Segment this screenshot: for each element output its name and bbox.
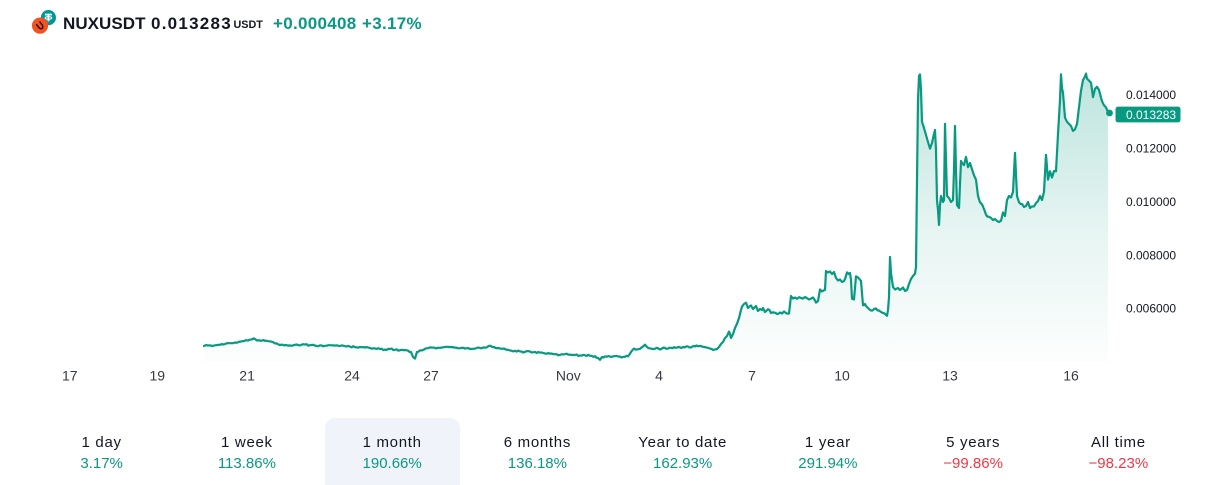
svg-text:7: 7 — [748, 368, 756, 384]
svg-text:0.006000: 0.006000 — [1126, 302, 1176, 316]
svg-text:0.014000: 0.014000 — [1126, 88, 1176, 102]
svg-text:27: 27 — [423, 368, 439, 384]
svg-text:4: 4 — [655, 368, 663, 384]
svg-text:0.013283: 0.013283 — [1126, 108, 1176, 122]
svg-text:24: 24 — [344, 368, 360, 384]
svg-text:19: 19 — [150, 368, 166, 384]
svg-text:Nov: Nov — [556, 368, 581, 384]
svg-text:0.012000: 0.012000 — [1126, 142, 1176, 156]
svg-text:0.010000: 0.010000 — [1126, 195, 1176, 209]
svg-text:0.008000: 0.008000 — [1126, 248, 1176, 262]
svg-text:13: 13 — [942, 368, 958, 384]
svg-text:16: 16 — [1063, 368, 1079, 384]
svg-text:17: 17 — [62, 368, 78, 384]
svg-text:10: 10 — [834, 368, 850, 384]
svg-text:21: 21 — [239, 368, 255, 384]
